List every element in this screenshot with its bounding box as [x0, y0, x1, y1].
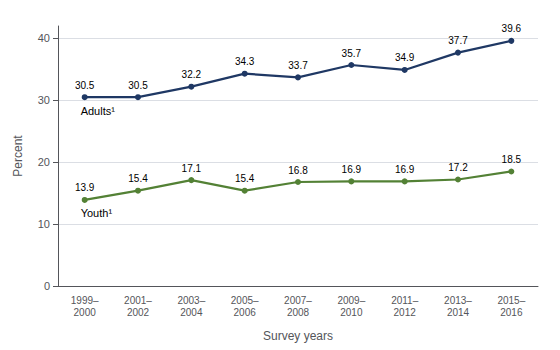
svg-text:2009–: 2009– — [337, 295, 365, 306]
svg-text:2010: 2010 — [340, 307, 363, 318]
svg-text:16.8: 16.8 — [288, 165, 308, 176]
svg-text:17.1: 17.1 — [182, 163, 202, 174]
svg-text:2007–: 2007– — [284, 295, 312, 306]
svg-text:2003–: 2003– — [177, 295, 205, 306]
svg-text:30: 30 — [38, 94, 50, 106]
svg-text:Adults¹: Adults¹ — [81, 105, 116, 117]
svg-text:15.4: 15.4 — [235, 173, 255, 184]
svg-text:2013–: 2013– — [444, 295, 472, 306]
svg-text:2002: 2002 — [127, 307, 150, 318]
svg-text:2000: 2000 — [74, 307, 97, 318]
svg-text:10: 10 — [38, 218, 50, 230]
svg-text:2006: 2006 — [234, 307, 257, 318]
svg-text:2011–: 2011– — [391, 295, 419, 306]
svg-text:18.5: 18.5 — [502, 154, 522, 165]
svg-text:34.9: 34.9 — [395, 52, 415, 63]
svg-text:16.9: 16.9 — [342, 164, 362, 175]
svg-text:34.3: 34.3 — [235, 56, 255, 67]
svg-text:Youth¹: Youth¹ — [81, 207, 113, 219]
svg-text:2012: 2012 — [394, 307, 417, 318]
svg-text:17.2: 17.2 — [448, 162, 468, 173]
svg-text:Survey years: Survey years — [263, 329, 333, 343]
svg-text:35.7: 35.7 — [342, 48, 362, 59]
svg-text:2008: 2008 — [287, 307, 310, 318]
svg-text:40: 40 — [38, 32, 50, 44]
svg-text:2016: 2016 — [500, 307, 523, 318]
svg-text:37.7: 37.7 — [448, 35, 468, 46]
svg-text:1999–: 1999– — [71, 295, 99, 306]
svg-text:Percent: Percent — [11, 135, 25, 177]
svg-text:2004: 2004 — [180, 307, 203, 318]
svg-text:2005–: 2005– — [231, 295, 259, 306]
svg-text:15.4: 15.4 — [128, 173, 148, 184]
svg-text:30.5: 30.5 — [128, 80, 148, 91]
svg-text:32.2: 32.2 — [182, 69, 202, 80]
svg-text:33.7: 33.7 — [288, 60, 308, 71]
svg-text:0: 0 — [44, 280, 50, 292]
svg-text:16.9: 16.9 — [395, 164, 415, 175]
svg-text:2001–: 2001– — [124, 295, 152, 306]
svg-text:20: 20 — [38, 156, 50, 168]
svg-text:2014: 2014 — [447, 307, 470, 318]
svg-text:2015–: 2015– — [497, 295, 525, 306]
svg-text:39.6: 39.6 — [502, 23, 522, 34]
svg-text:30.5: 30.5 — [75, 80, 95, 91]
svg-text:13.9: 13.9 — [75, 182, 95, 193]
